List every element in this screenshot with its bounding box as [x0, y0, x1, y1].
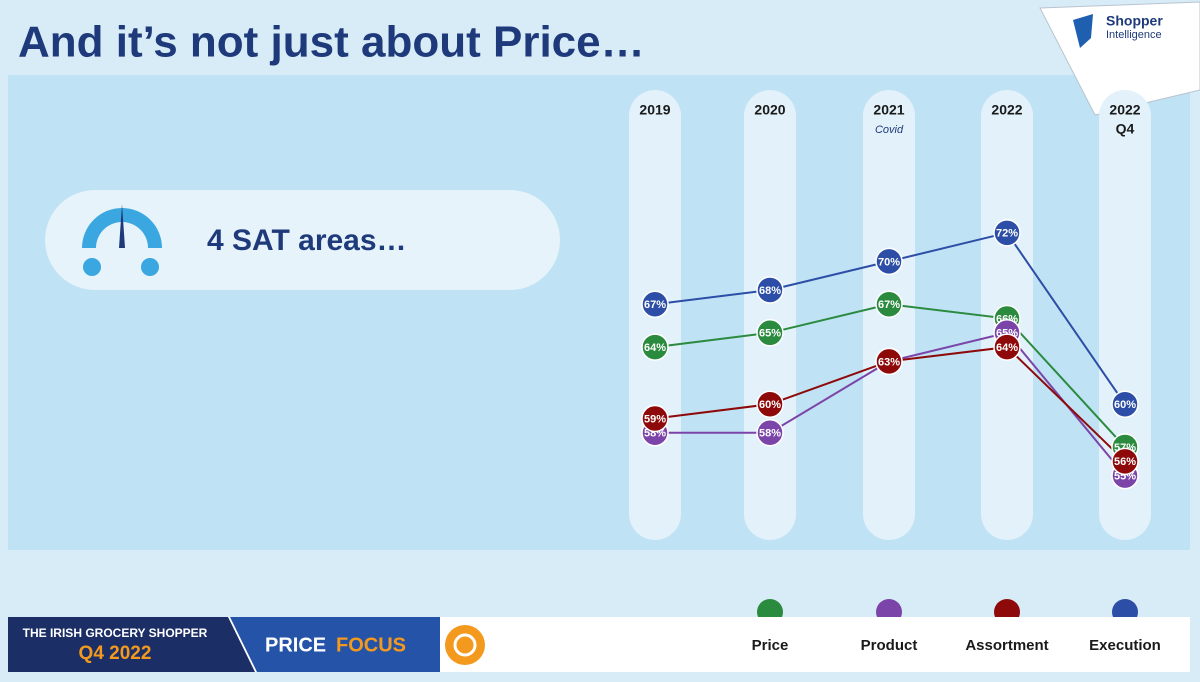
data-label: 70%	[878, 256, 900, 268]
happy-face-icon	[141, 258, 159, 276]
data-point	[756, 419, 784, 447]
footer-text: THE IRISH GROCERY SHOPPER	[23, 626, 208, 640]
data-label: 58%	[759, 428, 781, 440]
data-label: 64%	[644, 342, 666, 354]
legend-label: Execution	[1089, 637, 1161, 654]
logo-text: Shopper	[1106, 13, 1163, 29]
data-label: 72%	[996, 228, 1018, 240]
footer: THE IRISH GROCERY SHOPPER Q4 2022 PRICE …	[8, 617, 1190, 672]
data-label: 68%	[759, 285, 781, 297]
data-label: 56%	[1114, 456, 1136, 468]
x-tick-label: 2021	[873, 102, 904, 118]
data-point	[756, 276, 784, 304]
x-tick-label: 2022	[1109, 102, 1140, 118]
callout: 4 SAT areas…	[45, 190, 560, 290]
data-point	[875, 290, 903, 318]
data-point	[1111, 447, 1139, 476]
x-tick-note: Q4	[1116, 121, 1135, 137]
legend-label: Price	[752, 637, 789, 654]
euro-tag-icon	[453, 633, 477, 657]
footer-brand	[8, 617, 255, 672]
data-point	[641, 404, 669, 433]
footer-text: Q4 2022	[79, 643, 152, 664]
legend-label: Assortment	[965, 637, 1048, 654]
gauge-icon	[82, 208, 162, 248]
data-label: 59%	[644, 413, 666, 425]
data-label: 67%	[878, 299, 900, 311]
data-label: 65%	[759, 328, 781, 340]
footer-focus-text: PRICE	[265, 634, 326, 656]
data-point	[756, 319, 784, 347]
sad-face-icon	[83, 258, 101, 276]
data-point	[993, 219, 1021, 247]
logo-icon	[1073, 14, 1093, 48]
gauge-needle	[119, 204, 125, 248]
data-point	[993, 333, 1021, 361]
data-label: 60%	[1114, 399, 1136, 411]
data-label: 63%	[878, 356, 900, 368]
legend-label: Product	[861, 637, 918, 654]
logo-text: Intelligence	[1106, 29, 1162, 41]
x-tick-label: 2020	[754, 102, 785, 118]
data-label: 60%	[759, 399, 781, 411]
data-label: 64%	[996, 342, 1018, 354]
data-point	[875, 347, 903, 376]
column-band	[1099, 90, 1151, 540]
data-label: 67%	[644, 299, 666, 311]
x-tick-label: 2019	[639, 102, 670, 118]
callout-pill	[45, 190, 560, 290]
slide-title: And it’s not just about Price…	[18, 18, 645, 67]
data-point	[1111, 390, 1139, 418]
x-tick-note: Covid	[875, 124, 904, 136]
euro-tag-icon	[445, 625, 485, 665]
legend: Price Product Assortment Execution	[752, 637, 1161, 654]
callout-text: 4 SAT areas…	[207, 224, 407, 257]
column-band	[744, 90, 796, 540]
x-tick-label: 2022	[991, 102, 1022, 118]
data-point	[641, 290, 669, 318]
chart: 201920202021Covid20222022Q464%65%67%66%5…	[629, 90, 1151, 625]
footer-focus	[230, 617, 440, 672]
logo: Shopper Intelligence	[1039, 1, 1200, 116]
footer-focus-text: FOCUS	[336, 634, 406, 656]
data-point	[756, 390, 784, 418]
data-point	[641, 333, 669, 361]
data-point	[875, 247, 903, 276]
